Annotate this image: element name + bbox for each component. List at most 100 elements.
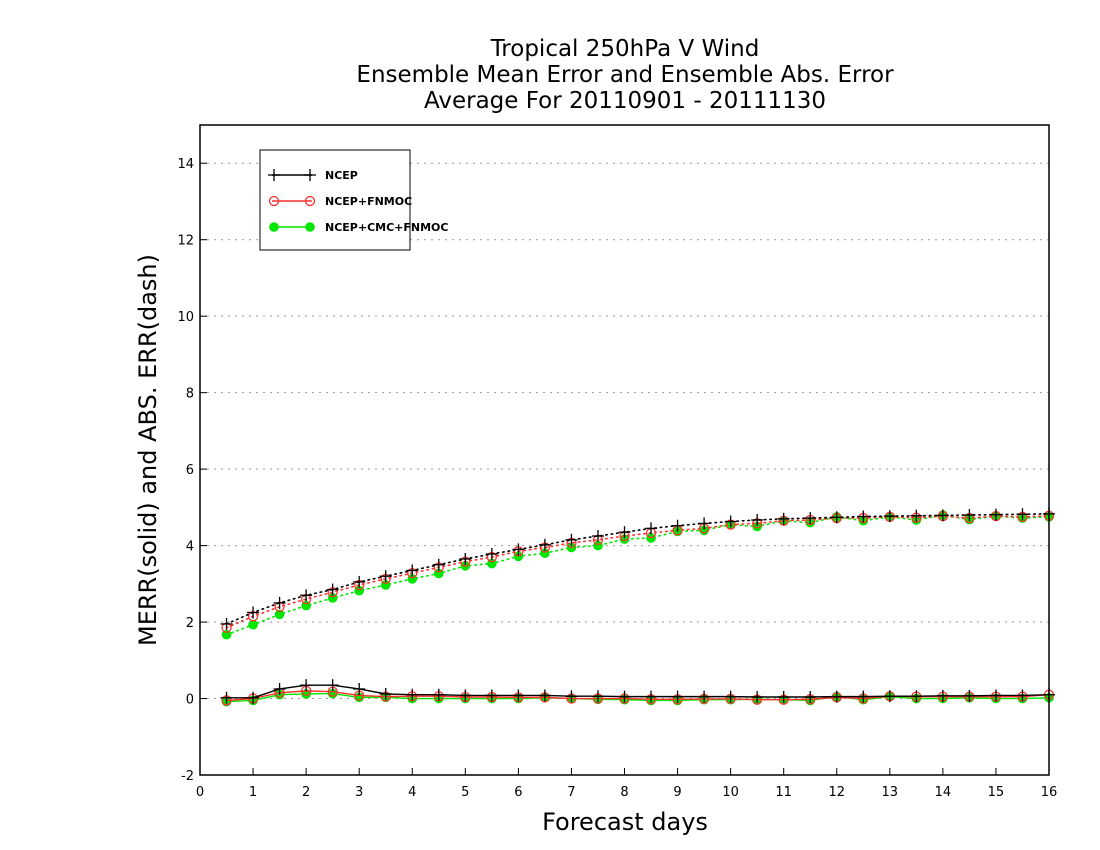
x-tick-label: 5 xyxy=(461,785,469,800)
merr-point-ncep xyxy=(1016,689,1029,702)
y-tick-label: 10 xyxy=(177,310,194,325)
x-tick-label: 3 xyxy=(355,785,363,800)
abs-err-point-ncep xyxy=(1016,508,1029,521)
merr-point-ncep xyxy=(538,689,551,702)
merr-point-ncep xyxy=(459,689,472,702)
legend-box xyxy=(259,149,411,251)
abs-err-point-ncep xyxy=(247,606,260,619)
legend-label-ncep-cmc-fnmoc: NCEP+CMC+FNMOC xyxy=(325,221,448,234)
y-tick-label: 12 xyxy=(177,234,194,249)
merr-point-ncep xyxy=(485,689,498,702)
y-tick-label: 2 xyxy=(186,616,194,631)
abs-err-line-ncep xyxy=(225,513,1050,625)
merr-point-ncep xyxy=(406,688,419,701)
abs-err-point-ncep xyxy=(512,543,525,556)
abs-err-point-ncep xyxy=(963,509,976,521)
x-tick-label: 1 xyxy=(249,785,257,800)
y-tick-label: 8 xyxy=(186,387,194,402)
merr-point-ncep xyxy=(379,687,392,700)
merr-point-ncep xyxy=(591,690,604,703)
merr-point-ncep xyxy=(883,690,896,703)
legend-marker-ncep-fnmoc xyxy=(268,195,280,207)
legend-marker-ncep-fnmoc xyxy=(304,195,316,207)
y-tick-label: 14 xyxy=(177,157,194,172)
merr-point-ncep xyxy=(220,691,233,704)
legend-marker-ncep-cmc-fnmoc xyxy=(305,222,315,232)
legend-label-ncep: NCEP xyxy=(325,169,358,182)
merr-point-ncep xyxy=(857,690,870,703)
abs-err-point-ncep xyxy=(538,538,551,551)
merr-point-ncep xyxy=(565,690,578,703)
legend: NCEP NCEP+FNMOC NCEP+CMC+FNMOC xyxy=(259,149,448,251)
plot-frame xyxy=(199,124,1050,776)
abs-err-point-ncep xyxy=(698,517,711,530)
merr-point-ncep xyxy=(273,682,286,695)
x-tick-label: 11 xyxy=(775,785,792,800)
merr-point-ncep xyxy=(910,690,923,703)
x-tick-label: 9 xyxy=(673,785,681,800)
legend-marker-ncep xyxy=(304,169,316,181)
abs-err-point-ncep xyxy=(883,510,896,523)
abs-err-point-ncep xyxy=(326,583,339,596)
merr-point-ncep xyxy=(353,682,366,695)
x-tick-label: 13 xyxy=(882,785,899,800)
x-axis-label: Forecast days xyxy=(542,808,708,836)
abs-err-point-ncep-cmc-fnmoc xyxy=(248,619,258,630)
merr-point-ncep xyxy=(698,690,711,703)
abs-err-point-ncep xyxy=(724,515,737,528)
abs-err-point-ncep xyxy=(804,512,817,525)
abs-err-point-ncep xyxy=(857,510,870,523)
abs-err-point-ncep xyxy=(300,589,313,602)
abs-err-point-ncep xyxy=(406,564,419,577)
merr-point-ncep xyxy=(804,691,817,703)
y-axis-label: MERR(solid) and ABS. ERR(dash) xyxy=(134,254,162,646)
merr-point-ncep xyxy=(645,690,658,703)
x-tick-label: 16 xyxy=(1041,785,1058,800)
x-tick-label: 12 xyxy=(828,785,845,800)
chart-title-line-1: Tropical 250hPa V Wind xyxy=(490,36,760,62)
merr-point-ncep xyxy=(300,679,313,692)
merr-point-ncep xyxy=(512,689,525,702)
abs-err-point-ncep xyxy=(432,558,445,571)
abs-err-point-ncep xyxy=(273,596,286,609)
y-tick-label: 4 xyxy=(186,540,194,555)
abs-err-point-ncep xyxy=(671,519,684,532)
merr-point-ncep xyxy=(936,689,949,702)
abs-err-point-ncep xyxy=(645,522,658,535)
abs-err-point-ncep xyxy=(379,570,392,583)
abs-err-line-ncep-cmc-fnmoc xyxy=(225,514,1050,636)
x-tick-label: 2 xyxy=(302,785,310,800)
merr-point-ncep xyxy=(671,690,684,703)
abs-err-point-ncep xyxy=(989,508,1002,521)
x-tick-label: 0 xyxy=(196,785,204,800)
chart-title-line-2: Ensemble Mean Error and Ensemble Abs. Er… xyxy=(356,62,894,88)
y-tick-label: 0 xyxy=(186,693,194,708)
abs-err-point-ncep xyxy=(936,509,949,522)
x-tick-label: 10 xyxy=(722,785,739,800)
series-layer xyxy=(220,507,1055,707)
x-tick-label: 15 xyxy=(988,785,1005,800)
abs-err-point-ncep xyxy=(910,509,923,522)
merr-point-ncep xyxy=(326,679,339,692)
chart-title-line-3: Average For 20110901 - 20111130 xyxy=(423,88,827,114)
legend-marker-ncep xyxy=(268,169,280,181)
abs-err-point-ncep xyxy=(565,533,578,546)
abs-err-point-ncep xyxy=(459,552,472,565)
merr-point-ncep xyxy=(751,691,764,703)
abs-err-point-ncep xyxy=(618,526,631,539)
x-tick-label: 7 xyxy=(567,785,575,800)
x-tick-label: 8 xyxy=(620,785,628,800)
abs-err-point-ncep xyxy=(485,548,498,560)
merr-point-ncep xyxy=(247,691,260,704)
legend-label-ncep-fnmoc: NCEP+FNMOC xyxy=(325,195,412,208)
x-tick-label: 14 xyxy=(935,785,952,800)
legend-marker-ncep-cmc-fnmoc xyxy=(269,222,279,232)
abs-err-point-ncep xyxy=(751,513,764,526)
abs-err-point-ncep xyxy=(353,575,366,588)
abs-err-point-ncep xyxy=(777,512,790,525)
merr-point-ncep xyxy=(830,690,843,703)
merr-point-ncep xyxy=(777,691,790,703)
x-tick-label: 6 xyxy=(514,785,522,800)
merr-point-ncep xyxy=(432,688,445,701)
